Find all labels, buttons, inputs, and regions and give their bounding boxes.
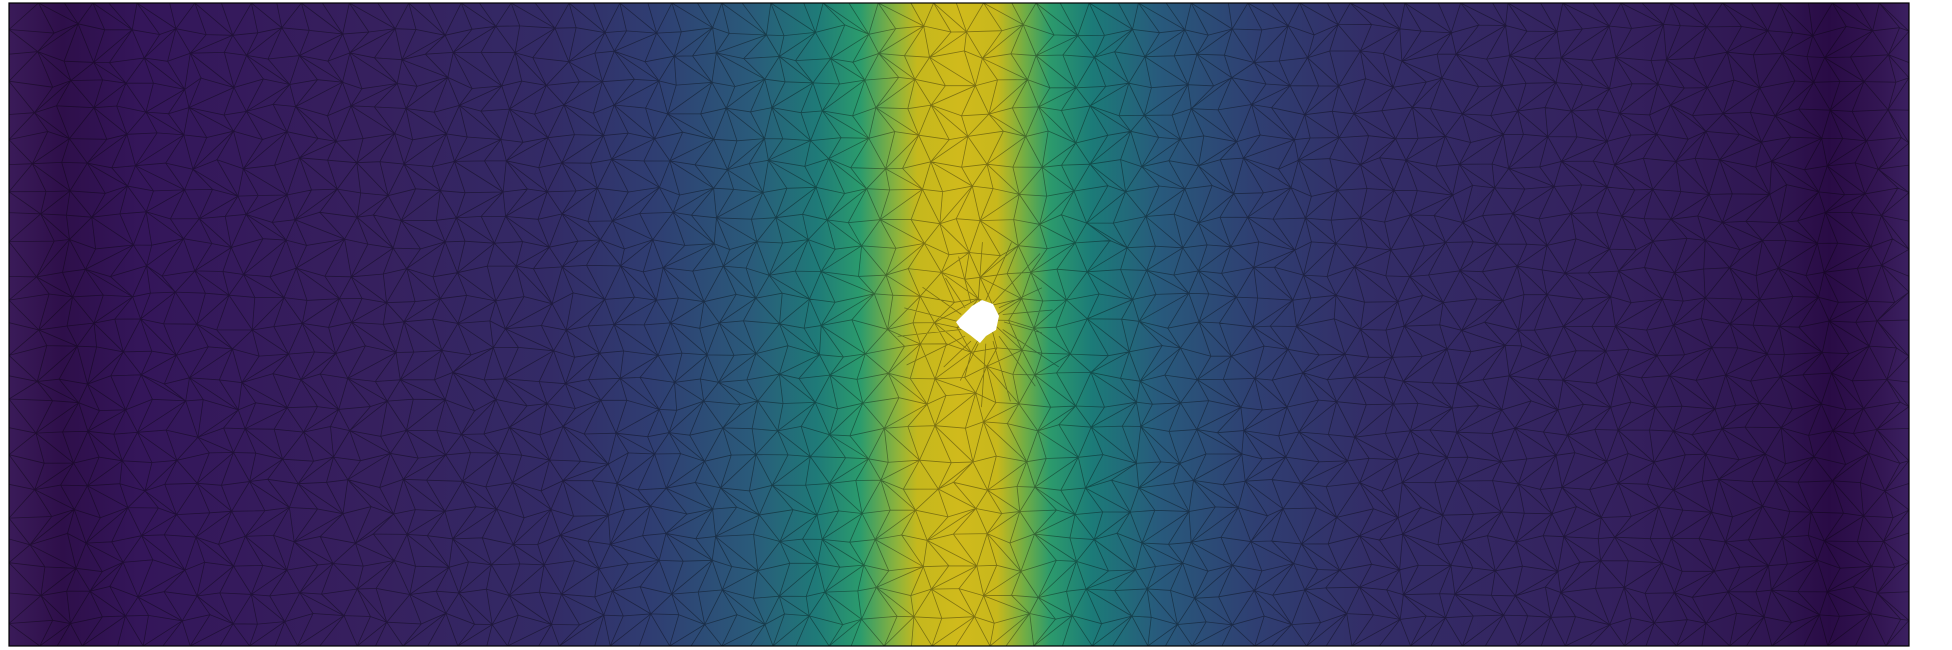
- domain-frame: [8, 2, 1910, 647]
- domain-group: [9, 3, 1909, 646]
- triangle-mesh: [9, 3, 1909, 646]
- domain-hole: [956, 300, 999, 343]
- mesh-edges: [9, 3, 1909, 646]
